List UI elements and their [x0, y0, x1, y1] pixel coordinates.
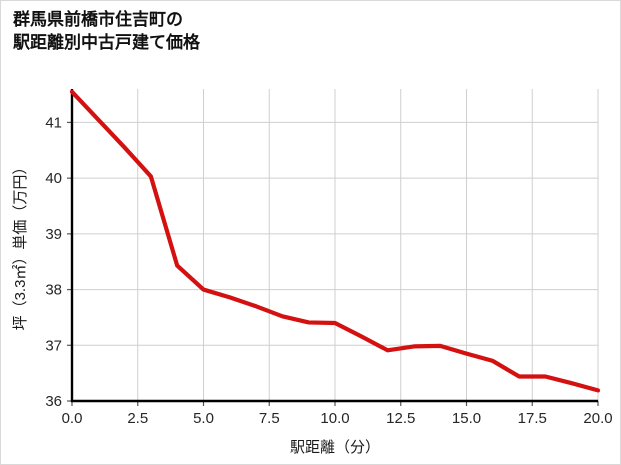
title-line-1: 群馬県前橋市住吉町の — [13, 10, 183, 29]
x-tick-label: 10.0 — [320, 410, 349, 427]
title-line-2: 駅距離別中古戸建て価格 — [13, 32, 200, 52]
x-tick-label: 20.0 — [583, 410, 612, 427]
y-tick-label: 41 — [45, 114, 62, 131]
x-tick-label: 0.0 — [62, 410, 83, 427]
axis-spines — [70, 89, 598, 403]
x-axis-tick-labels: 0.0 2.5 5.0 7.5 10.0 12.5 15.0 17.5 20.0 — [62, 410, 613, 427]
x-axis-title: 駅距離（分） — [290, 438, 380, 456]
y-tick-label: 38 — [45, 282, 62, 299]
x-tick-label: 2.5 — [127, 410, 148, 427]
y-axis-title: 坪（3.3㎡）単価（万円） — [12, 160, 29, 331]
y-tick-label: 36 — [45, 393, 62, 410]
y-tick-label: 39 — [45, 226, 62, 243]
x-tick-label: 5.0 — [193, 410, 214, 427]
x-tick-label: 12.5 — [386, 410, 415, 427]
x-tick-label: 15.0 — [452, 410, 481, 427]
gridlines-vertical — [71, 89, 599, 401]
y-tick-label: 37 — [45, 337, 62, 354]
page-title: 群馬県前橋市住吉町の 駅距離別中古戸建て価格 — [13, 9, 200, 55]
y-axis-tick-labels: 36 37 38 39 40 41 — [45, 114, 62, 410]
axis-tickmarks — [67, 121, 599, 406]
data-series-line — [69, 89, 601, 393]
x-tick-label: 17.5 — [518, 410, 547, 427]
axis-spine — [70, 89, 598, 403]
y-tick-label: 40 — [45, 170, 62, 187]
x-tick-label: 7.5 — [259, 410, 280, 427]
